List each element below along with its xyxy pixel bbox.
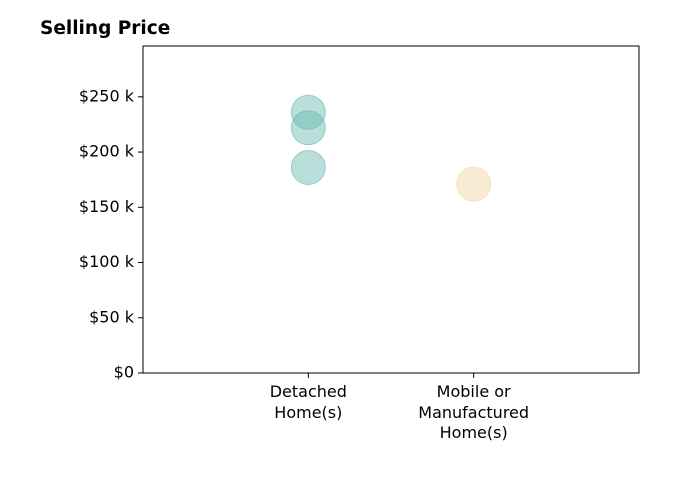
y-tick-label: $200 k [79, 142, 135, 161]
point [290, 150, 326, 186]
y-tick-label: $0 [114, 363, 134, 382]
y-tick-label: $100 k [79, 252, 135, 271]
x-tick-label: Detached Home(s) [269, 382, 347, 422]
point [456, 166, 492, 202]
plot-frame [142, 45, 640, 374]
x-tick-label: Mobile or Manufactured Home(s) [418, 382, 530, 442]
chart-title: Selling Price [40, 18, 170, 39]
point [290, 110, 326, 146]
point [290, 94, 326, 130]
y-tick-label: $50 k [89, 307, 135, 326]
y-tick-label: $250 k [79, 86, 135, 105]
y-tick-label: $150 k [79, 197, 135, 216]
